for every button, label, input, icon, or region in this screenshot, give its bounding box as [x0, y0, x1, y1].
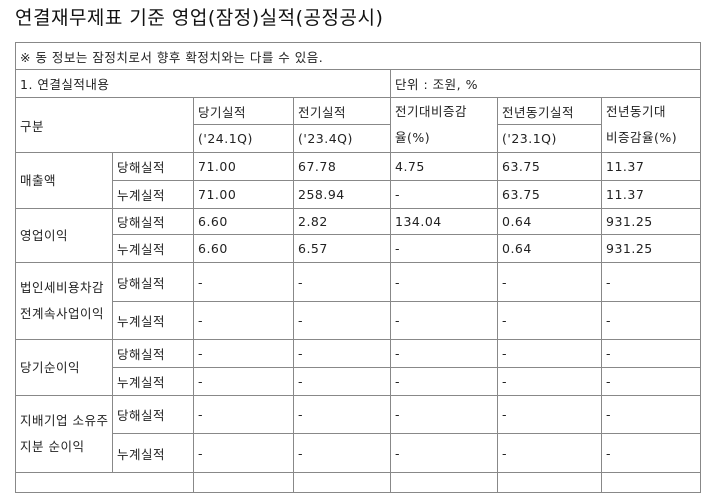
value-cell: 258.94 — [293, 180, 391, 209]
row-sub-label: 누계실적 — [112, 180, 194, 209]
value-cell: - — [600, 301, 702, 340]
row-sub-label: 당해실적 — [112, 208, 194, 235]
table-row: 당기순이익 당해실적 - - - - - — [15, 339, 702, 396]
row-name: 당기순이익 — [15, 339, 113, 396]
header-previous: 전기실적 — [293, 97, 391, 125]
value-cell: 6.60 — [193, 208, 294, 235]
table-row — [15, 472, 702, 493]
value-cell: - — [293, 367, 391, 396]
table-row: 지배기업 소유주지분 순이익 당해실적 - - - - - — [15, 395, 702, 473]
empty-cell — [15, 472, 194, 493]
value-cell: - — [497, 262, 602, 302]
value-cell: 6.57 — [293, 234, 391, 263]
value-cell: - — [600, 339, 702, 368]
empty-cell — [497, 472, 602, 493]
value-cell: - — [293, 262, 391, 302]
value-cell: - — [497, 395, 602, 434]
value-cell: - — [390, 339, 498, 368]
value-cell: 71.00 — [193, 180, 294, 209]
value-cell: - — [390, 367, 498, 396]
value-cell: 6.60 — [193, 234, 294, 263]
empty-cell — [600, 472, 702, 493]
row-sub-label: 누계실적 — [112, 234, 194, 263]
value-cell: - — [600, 262, 702, 302]
empty-cell — [293, 472, 391, 493]
value-cell: - — [193, 395, 294, 434]
value-cell: - — [193, 433, 294, 473]
value-cell: - — [497, 301, 602, 340]
value-cell: 11.37 — [600, 180, 702, 209]
table-row: 누계실적 - - - - - — [16, 433, 702, 473]
value-cell: - — [193, 301, 294, 340]
row-sub-label: 당해실적 — [112, 339, 194, 368]
value-cell: 71.00 — [193, 152, 294, 181]
table-row: 법인세비용차감전계속사업이익 당해실적 - - - - - — [15, 262, 702, 340]
value-cell: 134.04 — [390, 208, 498, 235]
value-cell: - — [293, 301, 391, 340]
value-cell: 931.25 — [600, 208, 702, 235]
value-cell: 63.75 — [497, 152, 602, 181]
row-name: 영업이익 — [15, 208, 113, 263]
table-row: 누계실적 - - - - - — [16, 367, 702, 396]
value-cell: - — [390, 180, 498, 209]
header-previous-period: ('23.4Q) — [293, 124, 391, 153]
value-cell: 0.64 — [497, 234, 602, 263]
value-cell: - — [193, 367, 294, 396]
table-row: 누계실적 - - - - - — [16, 301, 702, 340]
row-name: 지배기업 소유주지분 순이익 — [15, 395, 113, 473]
value-cell: 4.75 — [390, 152, 498, 181]
value-cell: - — [600, 367, 702, 396]
earnings-table: ※ 동 정보는 잠정치로서 향후 확정치와는 다를 수 있음. 1. 연결실적내… — [14, 42, 702, 493]
header-category: 구분 — [15, 97, 194, 153]
header-yoy-base: 전년동기실적 — [497, 97, 602, 125]
table-row: 누계실적 6.60 6.57-0.64 931.25 — [16, 234, 702, 263]
table-row: 매출액 당해실적 71.00 67.78 4.75 63.75 11.37 — [15, 152, 702, 209]
value-cell: - — [600, 395, 702, 434]
unit-label: 단위 : 조원, % — [389, 69, 702, 98]
value-cell: - — [600, 433, 702, 473]
table-row: 누계실적 71.00 258.94-63.75 11.37 — [16, 180, 702, 209]
value-cell: - — [293, 395, 391, 434]
header-current-period: ('24.1Q) — [193, 124, 294, 153]
header-qoq: 전기대비증감 율(%) — [390, 97, 498, 153]
value-cell: 0.64 — [497, 208, 602, 235]
value-cell: 11.37 — [600, 152, 702, 181]
value-cell: - — [390, 234, 498, 263]
value-cell: 2.82 — [293, 208, 391, 235]
value-cell: - — [390, 262, 498, 302]
page-title: 연결재무제표 기준 영업(잠정)실적(공정공시) — [15, 7, 384, 29]
notice: ※ 동 정보는 잠정치로서 향후 확정치와는 다를 수 있음. — [14, 42, 702, 70]
row-name: 법인세비용차감전계속사업이익 — [15, 262, 113, 340]
value-cell: - — [497, 339, 602, 368]
table-row: 영업이익 당해실적 6.60 2.82 134.04 0.64 931.25 — [15, 208, 702, 263]
value-cell: - — [497, 367, 602, 396]
value-cell: - — [293, 433, 391, 473]
value-cell: - — [497, 433, 602, 473]
value-cell: - — [293, 339, 391, 368]
header-yoy-base-period: ('23.1Q) — [497, 124, 602, 153]
row-sub-label: 누계실적 — [112, 433, 194, 473]
row-name: 매출액 — [15, 152, 113, 209]
value-cell: - — [390, 433, 498, 473]
value-cell: - — [193, 262, 294, 302]
row-sub-label: 누계실적 — [112, 367, 194, 396]
empty-cell — [390, 472, 498, 493]
value-cell: 67.78 — [293, 152, 391, 181]
value-cell: - — [390, 395, 498, 434]
header-yoy: 전년동기대 비증감율(%) — [600, 97, 702, 153]
row-sub-label: 당해실적 — [112, 395, 194, 434]
header-current: 당기실적 — [193, 97, 294, 125]
section-label: 1. 연결실적내용 — [15, 69, 391, 98]
value-cell: 931.25 — [600, 234, 702, 263]
row-sub-label: 당해실적 — [112, 262, 194, 302]
row-sub-label: 당해실적 — [112, 152, 194, 181]
value-cell: - — [193, 339, 294, 368]
value-cell: 63.75 — [497, 180, 602, 209]
row-sub-label: 누계실적 — [112, 301, 194, 340]
value-cell: - — [390, 301, 498, 340]
empty-cell — [193, 472, 294, 493]
